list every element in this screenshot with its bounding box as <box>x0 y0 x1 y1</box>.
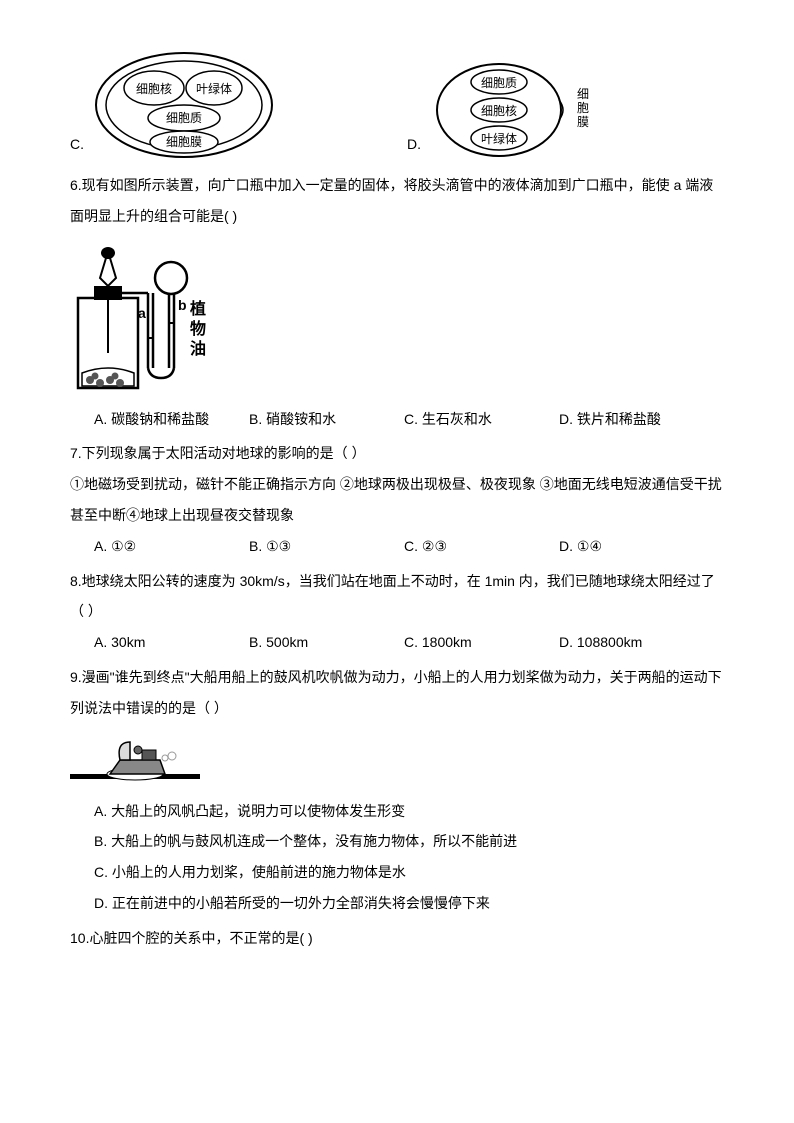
q7-list: ①地磁场受到扰动，磁针不能正确指示方向 ②地球两极出现极昼、极夜现象 ③地面无线… <box>70 469 724 531</box>
q7-opt-b: B. ①③ <box>249 531 404 562</box>
label-nucleus-d: 细胞核 <box>481 104 517 118</box>
q8-opt-a: A. 30km <box>94 627 249 658</box>
label-membrane-d3: 膜 <box>577 115 589 129</box>
q9-opt-a: A. 大船上的风帆凸起，说明力可以使物体发生形变 <box>70 796 724 827</box>
q8-opt-c: C. 1800km <box>404 627 559 658</box>
label-chloroplast: 叶绿体 <box>196 81 232 96</box>
label-nucleus: 细胞核 <box>136 82 172 96</box>
question-10: 10.心脏四个腔的关系中，不正常的是( ) <box>70 923 724 954</box>
label-plant2: 物 <box>190 319 206 338</box>
question-7: 7.下列现象属于太阳活动对地球的影响的是（ ） ①地磁场受到扰动，磁针不能正确指… <box>70 438 724 561</box>
question-8: 8.地球绕太阳公转的速度为 30km/s，当我们站在地面上不动时，在 1min … <box>70 566 724 658</box>
q6-opt-d: D. 铁片和稀盐酸 <box>559 404 714 435</box>
q9-opt-d: D. 正在前进中的小船若所受的一切外力全部消失将会慢慢停下来 <box>70 888 724 919</box>
label-a: a <box>138 305 146 321</box>
q7-text: 7.下列现象属于太阳活动对地球的影响的是（ ） <box>70 438 724 469</box>
label-membrane: 细胞膜 <box>166 135 202 149</box>
q9-text: 9.漫画"谁先到终点"大船用船上的鼓风机吹帆做为动力，小船上的人用力划桨做为动力… <box>70 662 724 724</box>
q9-opt-c: C. 小船上的人用力划桨，使船前进的施力物体是水 <box>70 857 724 888</box>
label-cytoplasm-d: 细胞质 <box>481 76 517 90</box>
q9-opt-b: B. 大船上的帆与鼓风机连成一个整体，没有施力物体，所以不能前进 <box>70 826 724 857</box>
q10-text: 10.心脏四个腔的关系中，不正常的是( ) <box>70 923 724 954</box>
label-chloroplast-d: 叶绿体 <box>481 131 517 146</box>
q6-opt-b: B. 硝酸铵和水 <box>249 404 404 435</box>
q6-opt-a: A. 碳酸钠和稀盐酸 <box>94 404 249 435</box>
option-d-letter: D. <box>407 129 421 160</box>
q8-opt-b: B. 500km <box>249 627 404 658</box>
diagram-row: C. 细胞核 叶绿体 细胞质 细胞膜 D. 细胞质 细胞核 叶绿体 细 胞 <box>70 50 724 160</box>
label-b: b <box>178 297 187 313</box>
q7-options: A. ①② B. ①③ C. ②③ D. ①④ <box>70 531 724 562</box>
apparatus-diagram: a b 植 物 油 <box>70 238 250 398</box>
label-plant1: 植 <box>189 299 206 318</box>
q7-opt-d: D. ①④ <box>559 531 714 562</box>
question-6: 6.现有如图所示装置，向广口瓶中加入一定量的固体，将胶头滴管中的液体滴加到广口瓶… <box>70 170 724 434</box>
question-9: 9.漫画"谁先到终点"大船用船上的鼓风机吹帆做为动力，小船上的人用力划桨做为动力… <box>70 662 724 919</box>
q6-text: 6.现有如图所示装置，向广口瓶中加入一定量的固体，将胶头滴管中的液体滴加到广口瓶… <box>70 170 724 232</box>
q8-text: 8.地球绕太阳公转的速度为 30km/s，当我们站在地面上不动时，在 1min … <box>70 566 724 628</box>
label-membrane-d1: 细 <box>577 87 589 101</box>
q8-options: A. 30km B. 500km C. 1800km D. 108800km <box>70 627 724 658</box>
diagram-d-block: D. 细胞质 细胞核 叶绿体 细 胞 膜 <box>407 60 599 160</box>
label-plant3: 油 <box>190 339 206 358</box>
cell-diagram-c: 细胞核 叶绿体 细胞质 细胞膜 <box>92 50 277 160</box>
label-membrane-d2: 胞 <box>577 101 589 115</box>
q7-opt-c: C. ②③ <box>404 531 559 562</box>
q8-opt-d: D. 108800km <box>559 627 714 658</box>
boat-cartoon <box>70 730 200 790</box>
cell-diagram-d: 细胞质 细胞核 叶绿体 细 胞 膜 <box>429 60 599 160</box>
label-cytoplasm: 细胞质 <box>166 111 202 125</box>
option-c-letter: C. <box>70 129 84 160</box>
q6-opt-c: C. 生石灰和水 <box>404 404 559 435</box>
q6-options: A. 碳酸钠和稀盐酸 B. 硝酸铵和水 C. 生石灰和水 D. 铁片和稀盐酸 <box>70 404 724 435</box>
diagram-c-block: C. 细胞核 叶绿体 细胞质 细胞膜 <box>70 50 277 160</box>
q7-opt-a: A. ①② <box>94 531 249 562</box>
